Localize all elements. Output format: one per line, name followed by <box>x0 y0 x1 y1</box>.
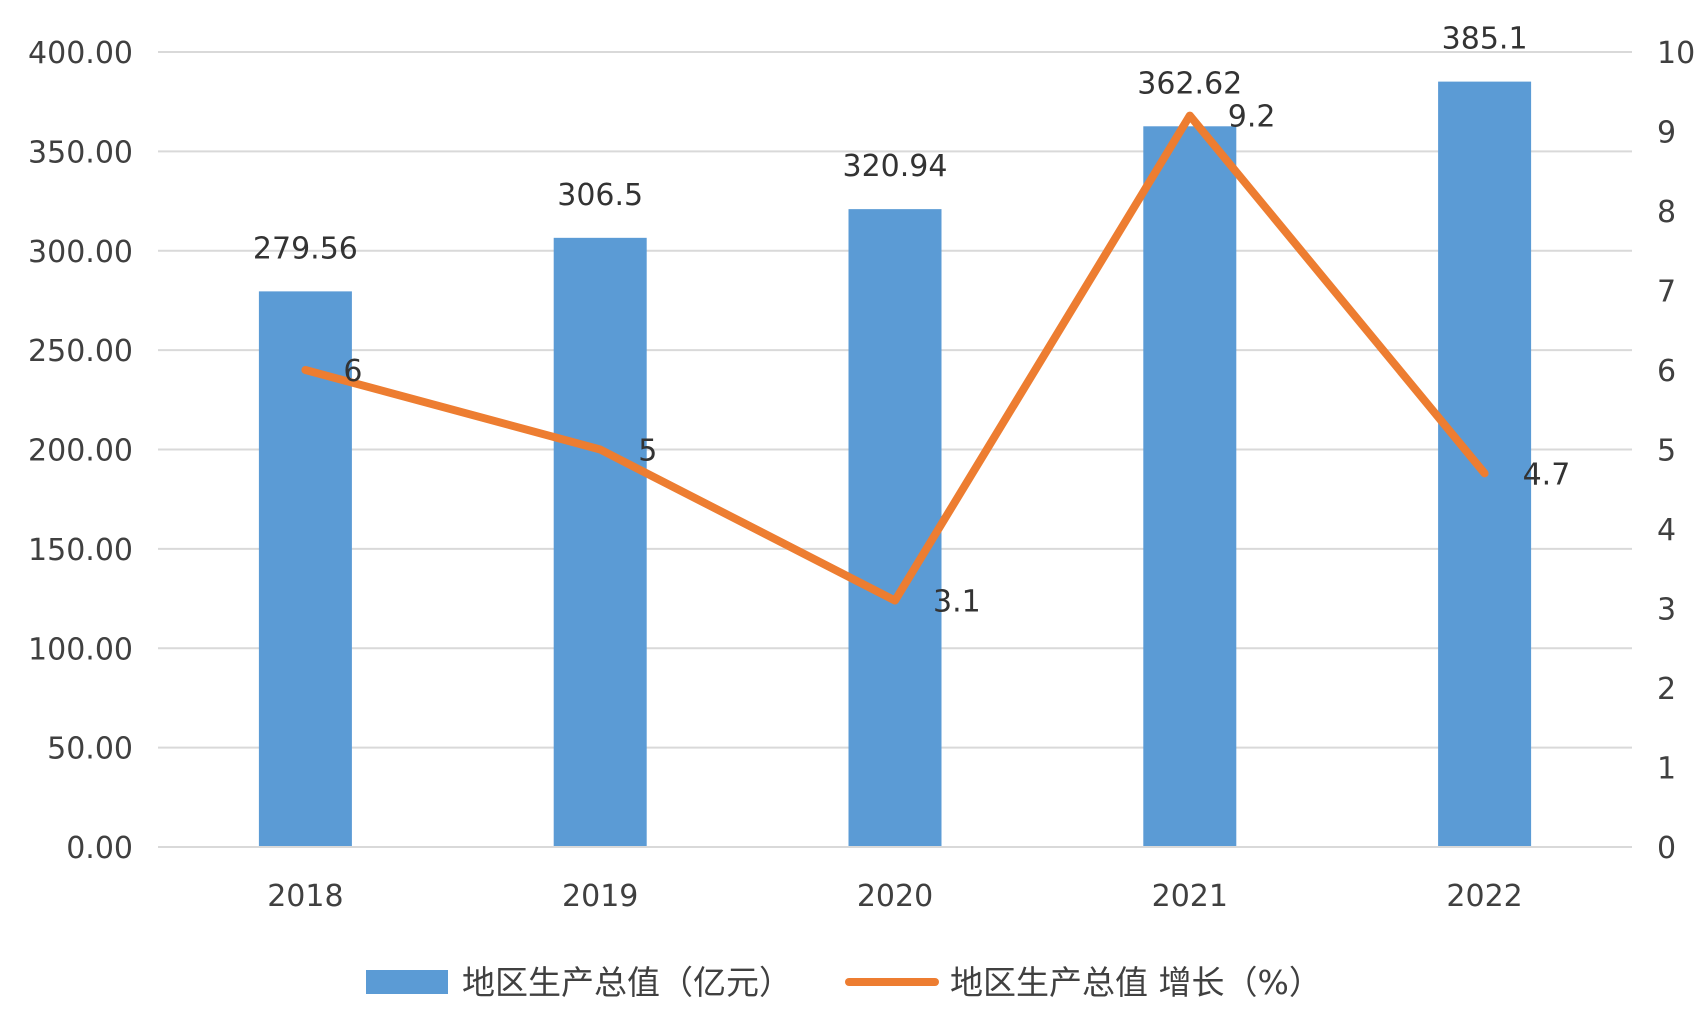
right-y-axis: 0 1 2 3 4 5 6 7 8 9 10 <box>1657 36 1695 866</box>
x-tick-label: 2018 <box>267 879 343 914</box>
x-tick-label: 2021 <box>1152 879 1228 914</box>
right-tick-label: 2 <box>1657 672 1676 707</box>
left-y-axis: 0.00 50.00 100.00 150.00 200.00 250.00 300.00 3… <box>28 36 133 866</box>
line-point <box>893 598 897 603</box>
left-tick-label: 50.00 <box>47 732 133 767</box>
line-data-labels: 6 5 3.1 9.2 4.7 <box>343 100 1570 620</box>
bar <box>1143 126 1237 848</box>
bar <box>258 291 352 847</box>
line-data-label: 6 <box>343 354 362 389</box>
line-point <box>1187 113 1192 118</box>
legend-line-label: 地区生产总值 增长（%） <box>950 963 1322 1002</box>
right-tick-label: 3 <box>1657 593 1676 628</box>
right-tick-label: 1 <box>1657 752 1676 787</box>
line-data-label: 3.1 <box>933 585 981 620</box>
right-tick-label: 0 <box>1657 831 1676 866</box>
right-tick-label: 9 <box>1657 116 1676 151</box>
line-point <box>598 447 603 452</box>
legend-bar-label: 地区生产总值（亿元） <box>462 963 792 1002</box>
line-data-label: 9.2 <box>1228 100 1276 135</box>
line-point <box>1482 471 1487 476</box>
bar <box>848 209 942 848</box>
bar <box>553 237 647 848</box>
x-axis: 2018 2019 2020 2021 2022 <box>158 846 1632 914</box>
x-tick-label: 2020 <box>857 879 933 914</box>
left-tick-label: 400.00 <box>28 36 133 71</box>
x-tick-label: 2019 <box>562 879 638 914</box>
bar-data-labels: 279.56 306.5 320.94 362.62 385.1 <box>253 22 1528 267</box>
left-tick-label: 300.00 <box>28 235 133 270</box>
legend: 地区生产总值（亿元） 地区生产总值 增长（%） <box>366 963 1322 1002</box>
bar-data-label: 320.94 <box>843 149 948 184</box>
right-tick-label: 10 <box>1657 36 1695 71</box>
bar-data-label: 279.56 <box>253 231 358 266</box>
line-series <box>301 111 1489 605</box>
line-data-label: 5 <box>638 434 657 469</box>
legend-bar-swatch <box>366 970 448 994</box>
left-tick-label: 350.00 <box>28 135 133 170</box>
bar-series <box>258 81 1532 848</box>
left-tick-label: 250.00 <box>28 334 133 369</box>
bar-data-label: 385.1 <box>1442 22 1528 57</box>
left-tick-label: 200.00 <box>28 434 133 469</box>
x-tick-label: 2022 <box>1446 879 1522 914</box>
line-data-label: 4.7 <box>1523 457 1571 492</box>
left-tick-label: 0.00 <box>66 831 133 866</box>
right-tick-label: 8 <box>1657 195 1676 230</box>
bar-data-label: 362.62 <box>1137 66 1242 101</box>
bar-data-label: 306.5 <box>557 178 643 213</box>
right-tick-label: 4 <box>1657 513 1676 548</box>
left-tick-label: 150.00 <box>28 533 133 568</box>
line-point <box>303 368 308 372</box>
right-tick-label: 6 <box>1657 354 1676 389</box>
left-tick-label: 100.00 <box>28 632 133 667</box>
bar <box>1438 81 1532 847</box>
right-tick-label: 7 <box>1657 275 1676 310</box>
right-tick-label: 5 <box>1657 434 1676 469</box>
